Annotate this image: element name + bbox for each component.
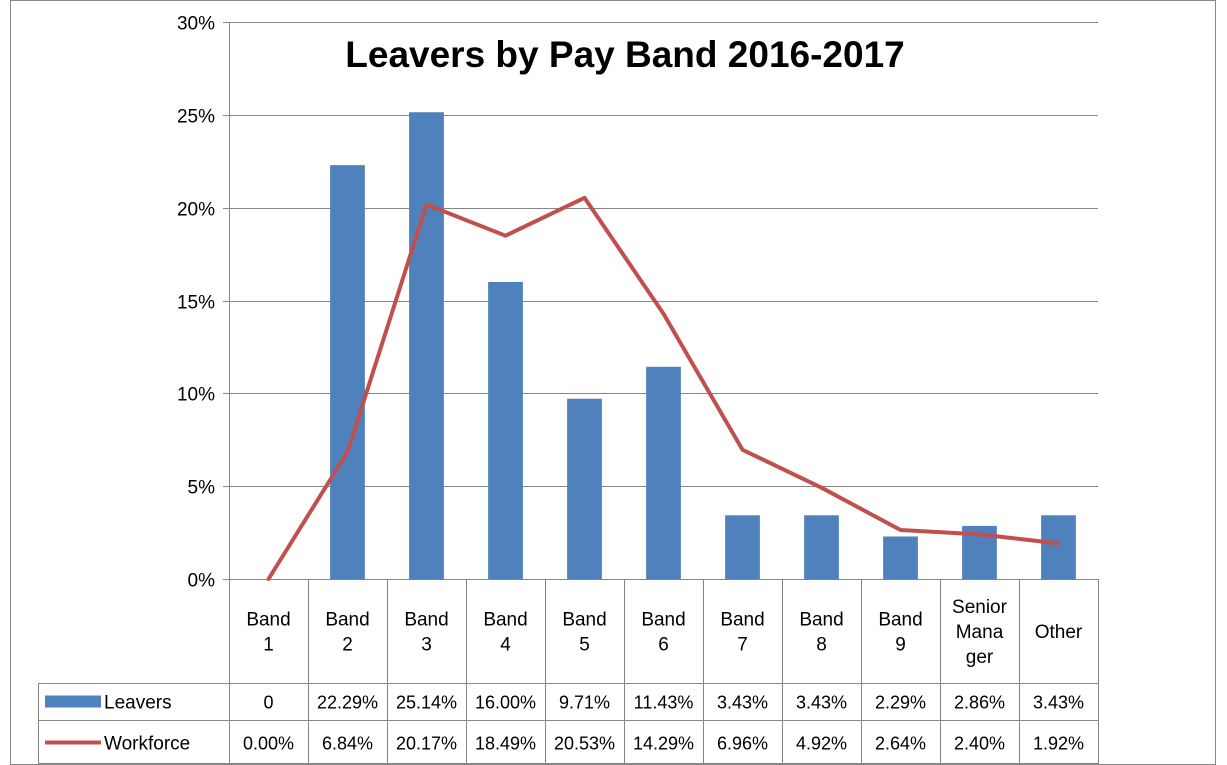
y-tick-label: 30% [177, 14, 215, 35]
category-label: Band 5 [562, 610, 606, 656]
category-label: Band 6 [641, 610, 685, 656]
category-label: Band 4 [483, 610, 527, 656]
data-label-leavers: 11.43% [634, 693, 694, 713]
data-label-workforce: 6.84% [322, 734, 373, 754]
bar-leavers [883, 536, 918, 579]
y-tick-label: 25% [177, 107, 215, 128]
line-workforce [266, 195, 1061, 581]
y-tick-label: 5% [188, 478, 216, 499]
bar-leavers [725, 515, 760, 579]
bar-leavers [1041, 515, 1076, 579]
data-table: Band 1 Band 2 Band 3 Band 4 Band 5 Band 6 Band 7 Band 8… [38, 579, 1099, 765]
data-label-workforce: 20.53% [554, 734, 615, 754]
legend-key-leavers [45, 695, 101, 708]
data-label-leavers: 25.14% [396, 693, 457, 713]
category-label: Band 8 [799, 610, 843, 656]
category-label: Band 7 [720, 610, 764, 656]
data-label-leavers: 22.29% [317, 693, 378, 713]
data-label-workforce: 18.49% [475, 734, 536, 754]
bar-leavers [646, 366, 681, 579]
data-label-leavers: 3.43% [1033, 693, 1084, 713]
data-label-leavers: 3.43% [796, 693, 847, 713]
data-label-leavers: 16.00% [475, 693, 536, 713]
data-label-workforce: 0.00% [243, 734, 294, 754]
data-label-workforce: 20.17% [396, 734, 457, 754]
line-layer [266, 195, 1061, 581]
grid-layer [229, 22, 1098, 487]
category-label: Band 2 [325, 610, 369, 656]
data-label-leavers: 3.43% [717, 693, 768, 713]
y-tick-label: 0% [188, 571, 216, 592]
legend-label-workforce: Workforce [104, 734, 190, 755]
y-tick-label: 15% [177, 293, 215, 314]
chart-title: Leavers by Pay Band 2016-2017 [345, 34, 904, 75]
data-label-workforce: 2.64% [875, 734, 926, 754]
legend-label-leavers: Leavers [104, 693, 172, 714]
data-label-leavers: 2.86% [954, 693, 1005, 713]
y-tick-label: 10% [177, 385, 215, 406]
data-label-workforce: 1.92% [1033, 734, 1084, 754]
bar-leavers [409, 112, 444, 579]
y-tick-label: 20% [177, 200, 215, 221]
category-label: Band 3 [404, 610, 448, 656]
category-label: Senior Mana ger [952, 597, 1008, 668]
data-label-leavers: 2.29% [875, 693, 926, 713]
bar-layer [330, 112, 1076, 580]
bar-leavers [488, 281, 523, 579]
bar-leavers [567, 398, 602, 579]
bar-leavers [804, 515, 839, 579]
category-label: Other [1035, 622, 1083, 643]
data-label-workforce: 4.92% [796, 734, 847, 754]
data-label-leavers: 9.71% [559, 693, 610, 713]
category-label: Band 1 [246, 610, 290, 656]
chart-border [10, 0, 1216, 765]
data-label-workforce: 2.40% [954, 734, 1005, 754]
bar-leavers [330, 165, 365, 580]
axis-layer: 0% 5% 10% 15% 20% 25% 30% [177, 14, 230, 592]
data-label-leavers: 0 [263, 693, 273, 713]
data-label-workforce: 6.96% [717, 734, 768, 754]
category-label: Band 9 [878, 610, 922, 656]
data-label-workforce: 14.29% [633, 734, 694, 754]
